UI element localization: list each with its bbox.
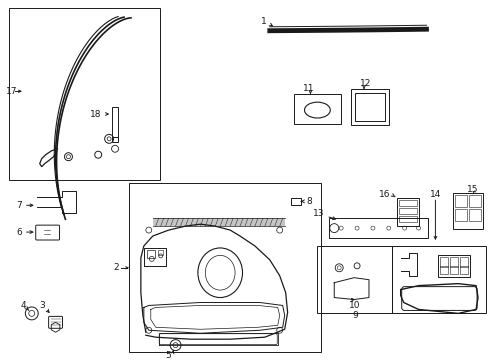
Text: 12: 12 <box>359 79 371 88</box>
Bar <box>317 246 391 314</box>
Text: 3: 3 <box>39 301 44 310</box>
Bar <box>468 195 480 207</box>
Bar <box>454 209 466 221</box>
Text: 15: 15 <box>466 185 477 194</box>
Bar <box>350 89 388 125</box>
Text: 9: 9 <box>351 311 357 320</box>
Text: 10: 10 <box>348 301 360 310</box>
Bar <box>468 209 480 221</box>
Text: 2: 2 <box>113 263 119 272</box>
Bar <box>112 137 118 142</box>
Bar <box>328 218 427 238</box>
Text: 13: 13 <box>312 209 324 218</box>
Text: 14: 14 <box>429 190 440 199</box>
Text: 16: 16 <box>379 190 390 199</box>
Bar <box>459 257 467 267</box>
Text: 8: 8 <box>306 197 312 206</box>
Bar <box>290 198 300 205</box>
Text: 4: 4 <box>21 301 26 310</box>
Bar <box>293 94 341 124</box>
Bar <box>112 107 118 137</box>
Bar <box>396 198 418 226</box>
Bar <box>398 216 416 222</box>
Bar <box>9 8 160 180</box>
Bar <box>459 266 467 274</box>
Text: 5: 5 <box>164 351 170 360</box>
Bar <box>398 208 416 214</box>
Bar <box>158 250 163 255</box>
Text: 11: 11 <box>302 84 313 93</box>
Bar <box>454 195 466 207</box>
Text: 18: 18 <box>89 109 101 118</box>
Text: 7: 7 <box>16 201 22 210</box>
Bar <box>391 246 485 314</box>
Bar <box>354 93 384 121</box>
Text: 17: 17 <box>6 87 18 96</box>
Bar <box>452 193 482 229</box>
Bar <box>438 255 469 277</box>
Bar <box>440 257 447 267</box>
Bar <box>146 250 154 258</box>
Text: 6: 6 <box>16 228 22 237</box>
Text: 1: 1 <box>261 17 266 26</box>
Bar <box>440 266 447 274</box>
Bar <box>129 184 321 352</box>
Bar <box>449 257 457 267</box>
Bar <box>449 266 457 274</box>
Bar <box>398 200 416 206</box>
